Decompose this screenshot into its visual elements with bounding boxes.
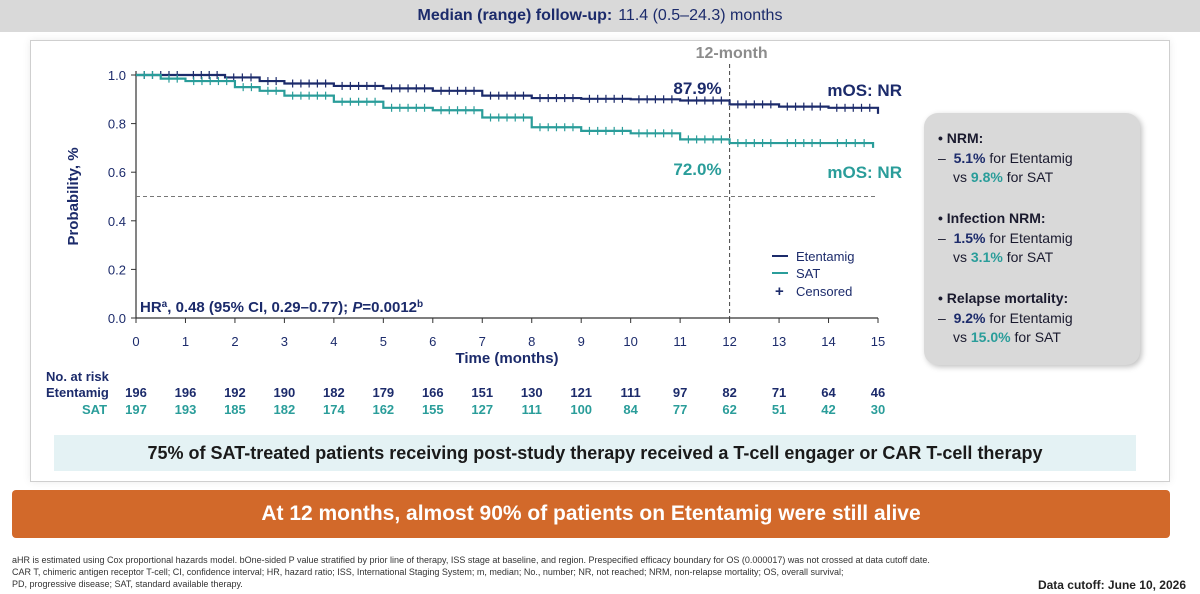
at-risk-value: 71 <box>772 385 786 400</box>
at-risk-value: 77 <box>673 402 687 417</box>
follow-up-label: Median (range) follow-up: <box>417 7 613 24</box>
legend-sat-label: SAT <box>796 266 820 281</box>
at-risk-value: 162 <box>372 402 394 417</box>
at-risk-value: 190 <box>274 385 296 400</box>
nrm-sat-line: vs 9.8% for SAT <box>953 169 1054 185</box>
at-risk-value: 82 <box>722 385 736 400</box>
footnote-line-2: CAR T, chimeric antigen receptor T-cell;… <box>12 567 844 577</box>
infection-nrm-heading: • Infection NRM: <box>938 210 1046 226</box>
footnotes: aHR is estimated using Cox proportional … <box>12 554 992 590</box>
follow-up-header: Median (range) follow-up: 11.4 (0.5–24.3… <box>0 0 1200 32</box>
relapse-sat-line: vs 15.0% for SAT <box>953 329 1061 345</box>
at-risk-value: 97 <box>673 385 687 400</box>
x-tick-label: 14 <box>821 334 835 349</box>
footnote-line-1: aHR is estimated using Cox proportional … <box>12 555 930 565</box>
at-risk-value: 62 <box>722 402 736 417</box>
at-risk-value: 192 <box>224 385 246 400</box>
follow-up-value: 11.4 (0.5–24.3) months <box>618 7 783 24</box>
x-tick-label: 5 <box>380 334 387 349</box>
x-tick-label: 4 <box>330 334 337 349</box>
post-study-therapy-banner: 75% of SAT-treated patients receiving po… <box>54 435 1136 471</box>
hazard-ratio-text: HRa, 0.48 (95% CI, 0.29–0.77); P=0.0012b <box>140 299 423 317</box>
x-tick-label: 8 <box>528 334 535 349</box>
at-risk-value: 100 <box>570 402 592 417</box>
at-risk-value: 193 <box>175 402 197 417</box>
x-tick-label: 7 <box>479 334 486 349</box>
at-risk-value: 64 <box>821 385 836 400</box>
etentamig-12mo-value: 87.9% <box>673 79 721 98</box>
at-risk-value: 121 <box>570 385 592 400</box>
footnote-line-3: PD, progressive disease; SAT, standard a… <box>12 579 243 589</box>
at-risk-value: 30 <box>871 402 885 417</box>
at-risk-value: 51 <box>772 402 786 417</box>
nrm-heading: • NRM: <box>938 130 984 146</box>
relapse-etentamig-line: – 9.2% for Etentamig <box>938 310 1073 326</box>
at-risk-value: 197 <box>125 402 147 417</box>
y-axis-title: Probability, % <box>65 147 82 245</box>
x-tick-label: 0 <box>132 334 139 349</box>
at-risk-value: 196 <box>125 385 147 400</box>
x-tick-label: 1 <box>182 334 189 349</box>
x-tick-label: 3 <box>281 334 288 349</box>
x-tick-label: 10 <box>623 334 637 349</box>
x-tick-label: 13 <box>772 334 786 349</box>
sat-mos-label: mOS: NR <box>827 163 902 182</box>
y-tick-label: 1.0 <box>108 68 126 83</box>
x-tick-label: 2 <box>231 334 238 349</box>
at-risk-value: 174 <box>323 402 345 417</box>
at-risk-row-label: Etentamig <box>46 385 109 400</box>
x-axis-title: Time (months) <box>455 350 558 367</box>
y-tick-label: 0.6 <box>108 165 126 180</box>
at-risk-value: 182 <box>274 402 296 417</box>
legend-censored-label: Censored <box>796 284 852 299</box>
sat-12mo-value: 72.0% <box>673 160 721 179</box>
etentamig-mos-label: mOS: NR <box>827 81 902 100</box>
x-tick-label: 9 <box>578 334 585 349</box>
at-risk-title: No. at risk <box>46 369 110 384</box>
twelve-month-label: 12-month <box>696 45 768 62</box>
at-risk-value: 179 <box>372 385 394 400</box>
key-finding-banner: At 12 months, almost 90% of patients on … <box>12 490 1170 538</box>
infection-sat-line: vs 3.1% for SAT <box>953 249 1054 265</box>
at-risk-row-label: SAT <box>82 402 107 417</box>
at-risk-value: 182 <box>323 385 345 400</box>
at-risk-value: 166 <box>422 385 444 400</box>
at-risk-value: 185 <box>224 402 246 417</box>
x-tick-label: 12 <box>722 334 736 349</box>
x-tick-label: 11 <box>673 334 687 349</box>
legend-etentamig-label: Etentamig <box>796 249 855 264</box>
outcomes-sidebox: • NRM: – 5.1% for Etentamig vs 9.8% for … <box>924 113 1140 365</box>
y-tick-label: 0.2 <box>108 262 126 277</box>
infection-etentamig-line: – 1.5% for Etentamig <box>938 230 1073 246</box>
y-tick-label: 0.0 <box>108 311 126 326</box>
x-tick-label: 6 <box>429 334 436 349</box>
x-tick-label: 15 <box>871 334 885 349</box>
relapse-heading: • Relapse mortality: <box>938 290 1069 306</box>
nrm-etentamig-line: – 5.1% for Etentamig <box>938 150 1073 166</box>
at-risk-value: 155 <box>422 402 444 417</box>
at-risk-value: 46 <box>871 385 885 400</box>
at-risk-value: 84 <box>623 402 638 417</box>
at-risk-value: 196 <box>175 385 197 400</box>
data-cutoff: Data cutoff: June 10, 2026 <box>1037 578 1186 592</box>
at-risk-value: 111 <box>522 402 542 417</box>
at-risk-value: 127 <box>471 402 493 417</box>
at-risk-value: 151 <box>471 385 493 400</box>
at-risk-value: 111 <box>621 385 641 400</box>
y-tick-label: 0.4 <box>108 214 126 229</box>
series-line-sat <box>136 73 875 148</box>
legend-censored-mark: + <box>775 283 784 300</box>
at-risk-value: 42 <box>821 402 835 417</box>
y-tick-label: 0.8 <box>108 117 126 132</box>
at-risk-value: 130 <box>521 385 543 400</box>
